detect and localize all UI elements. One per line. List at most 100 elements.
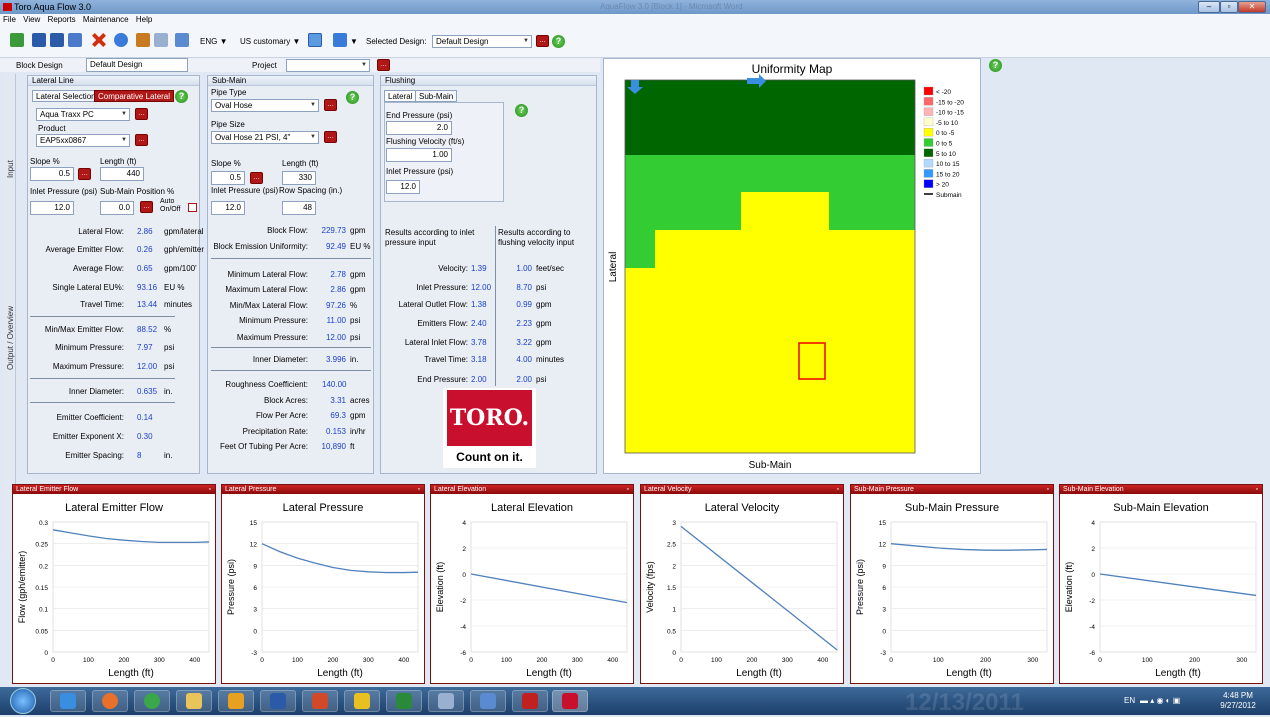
input-side-tab[interactable]: Input	[6, 160, 15, 178]
submain-slope-field[interactable]: 0.5	[211, 171, 245, 185]
tray-icons[interactable]: ▬ ▴ ◉ ◐ ▣	[1140, 696, 1181, 705]
delete-icon[interactable]	[92, 33, 106, 47]
y-tick-label: 4	[1091, 520, 1095, 527]
taskbar-outlook[interactable]	[218, 690, 254, 712]
taskbar-toro[interactable]	[552, 690, 588, 712]
minimize-button[interactable]: –	[1198, 1, 1220, 13]
lateral-slope-button[interactable]: …	[78, 168, 91, 180]
taskbar-acrobat[interactable]	[512, 690, 548, 712]
design-options-button[interactable]: …	[536, 35, 549, 47]
tab-flushing-lateral[interactable]: Lateral	[384, 90, 417, 102]
submain-position-button[interactable]: …	[140, 201, 153, 213]
pipe-size-button[interactable]: …	[324, 131, 337, 143]
submain-slope-button[interactable]: …	[250, 172, 263, 184]
lateral-help-icon[interactable]: ?	[175, 90, 188, 103]
pipe-size-combo[interactable]: Oval Hose 21 PSI, 4"	[211, 131, 319, 144]
refresh-icon[interactable]	[114, 33, 128, 47]
chart-panel-2: Lateral Elevation ▫ Lateral Elevation 4 2 0 -2…	[430, 484, 634, 684]
taskbar-powerpoint[interactable]	[302, 690, 338, 712]
project-options-button[interactable]: …	[377, 59, 390, 71]
end-pressure-field[interactable]: 2.0	[386, 121, 452, 135]
lateral-slope-field[interactable]: 0.5	[30, 167, 74, 181]
plane-icon[interactable]	[175, 33, 189, 47]
submain-divider	[211, 370, 371, 371]
submain-divider	[211, 347, 371, 348]
block-design-field[interactable]: Default Design	[86, 58, 188, 72]
product-combo[interactable]: EAP5xx0867	[36, 134, 130, 147]
menu-file[interactable]: File	[3, 15, 16, 24]
project-combo[interactable]	[286, 59, 370, 72]
output-side-tab[interactable]: Output / Overview	[6, 305, 15, 370]
taskbar-tool[interactable]	[344, 690, 380, 712]
uniformity-map: Uniformity Map Sub-Main Lateral < -20 -15…	[608, 62, 964, 471]
chart-minimize-icon[interactable]: ▫	[1046, 486, 1049, 493]
pipe-type-button[interactable]: …	[324, 99, 337, 111]
menu-view[interactable]: View	[23, 15, 41, 24]
map-help-icon[interactable]: ?	[989, 59, 1002, 72]
help-icon[interactable]: ?	[552, 35, 565, 48]
lateral-pipe-combo[interactable]: Aqua Traxx PC	[36, 108, 130, 121]
submain-length-field[interactable]: 330	[282, 171, 316, 185]
chart-minimize-icon[interactable]: ▫	[208, 486, 211, 493]
undo-icon[interactable]	[68, 33, 82, 47]
start-button[interactable]	[10, 688, 36, 714]
flushing-result-inlet-value: 2.40	[471, 319, 487, 328]
language-select[interactable]: ENG ▼	[200, 37, 228, 46]
toro-logo-mark: TORO.	[447, 390, 532, 446]
lateral-length-field[interactable]: 440	[100, 167, 144, 181]
submain-inlet-field[interactable]: 12.0	[211, 201, 245, 215]
chart-minimize-icon[interactable]: ▫	[1255, 486, 1258, 493]
view-icon[interactable]	[308, 33, 322, 47]
grid-icon[interactable]	[333, 33, 347, 47]
clock-time[interactable]: 4:48 PM	[1223, 691, 1253, 700]
taskbar-explorer[interactable]	[176, 690, 212, 712]
taskbar-excel[interactable]	[386, 690, 422, 712]
menu-reports[interactable]: Reports	[47, 15, 76, 24]
submain-position-field[interactable]: 0.0	[100, 201, 134, 215]
selected-design-combo[interactable]: Default Design	[432, 35, 532, 48]
legend-swatch	[923, 169, 934, 178]
taskbar-firefox[interactable]	[92, 690, 128, 712]
save-icon[interactable]	[32, 33, 46, 47]
tab-comparative-lateral[interactable]: Comparative Lateral	[94, 90, 175, 102]
report-icon[interactable]	[154, 33, 168, 47]
menu-maintenance[interactable]: Maintenance	[82, 15, 129, 24]
pipe-type-combo[interactable]: Oval Hose	[211, 99, 319, 112]
flushing-help-icon[interactable]: ?	[515, 104, 528, 117]
lateral-pipe-button[interactable]: …	[135, 108, 148, 120]
row-spacing-field[interactable]: 48	[282, 201, 316, 215]
y-tick-label: 0	[44, 650, 48, 657]
product-button[interactable]: …	[135, 134, 148, 146]
chart-minimize-icon[interactable]: ▫	[836, 486, 839, 493]
map-selection-marker[interactable]	[798, 342, 826, 380]
chart-minimize-icon[interactable]: ▫	[626, 486, 629, 493]
language-indicator[interactable]: EN	[1124, 696, 1136, 705]
flushing-inlet-field[interactable]: 12.0	[386, 180, 420, 194]
clock-date[interactable]: 9/27/2012	[1220, 701, 1256, 710]
flushing-result-label: End Pressure:	[417, 375, 468, 384]
series-line	[680, 525, 838, 651]
tools-icon[interactable]	[136, 33, 150, 47]
app-icon	[3, 3, 12, 11]
grid-dropdown-icon[interactable]: ▼	[350, 37, 358, 46]
submain-result-unit: acres	[350, 396, 370, 405]
tab-flushing-submain[interactable]: Sub-Main	[415, 90, 458, 102]
lateral-inlet-field[interactable]: 12.0	[30, 201, 74, 215]
auto-on-off-checkbox[interactable]	[188, 203, 197, 212]
taskbar-word[interactable]	[260, 690, 296, 712]
units-select[interactable]: US customary ▼	[240, 37, 301, 46]
taskbar-chrome[interactable]	[134, 690, 170, 712]
series-line	[261, 543, 419, 574]
maximize-button[interactable]: ▫	[1220, 1, 1238, 13]
flushing-velocity-field[interactable]: 1.00	[386, 148, 452, 162]
taskbar-ie[interactable]	[50, 690, 86, 712]
taskbar-app[interactable]	[470, 690, 506, 712]
close-button[interactable]: ✕	[1238, 1, 1266, 13]
save-as-icon[interactable]	[50, 33, 64, 47]
import-icon[interactable]	[10, 33, 24, 47]
tab-lateral-selection[interactable]: Lateral Selection	[32, 90, 100, 102]
submain-help-icon[interactable]: ?	[346, 91, 359, 104]
menu-help[interactable]: Help	[135, 15, 153, 24]
taskbar-search[interactable]	[428, 690, 464, 712]
chart-minimize-icon[interactable]: ▫	[417, 486, 420, 493]
